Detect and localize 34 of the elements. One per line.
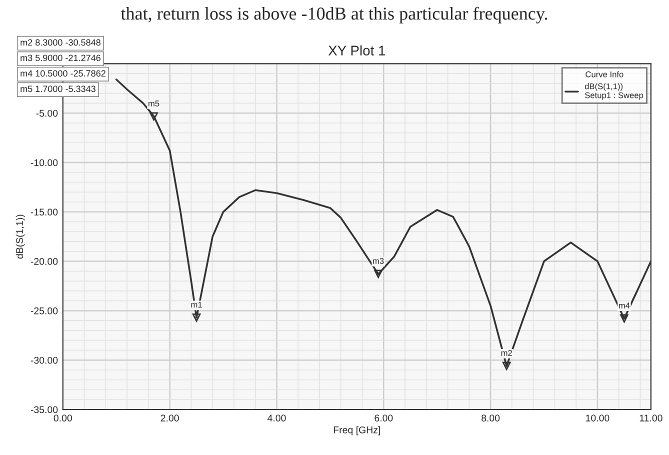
text: that, return loss is above -10dB at this particular frequency. xyxy=(120,6,548,24)
y-tick-label: -5.00 xyxy=(36,110,58,117)
legend-title: Curve Info xyxy=(586,71,624,78)
legend-label: dB(S(1,1)) Setup1 : Sweep xyxy=(584,83,644,100)
text: m2 8.3000 -30.5848 xyxy=(20,39,100,46)
point xyxy=(374,270,382,278)
y-tick-label: -20.00 xyxy=(30,258,58,265)
point xyxy=(502,362,511,370)
x-tick-label: 4.00 xyxy=(267,414,286,422)
annotation: m2 xyxy=(501,350,512,356)
y-tick-label: -25.00 xyxy=(30,307,58,314)
annotation: m3 xyxy=(373,258,384,264)
y-tick-label: -30.00 xyxy=(30,356,58,364)
x-tick-label: 6.00 xyxy=(374,414,393,422)
y-tick-label: -35.00 xyxy=(30,406,58,414)
x-tick-label: 11.00 xyxy=(640,414,662,422)
annotation: m5 1.7000 -5.3343 xyxy=(20,86,96,92)
annotation: m4 xyxy=(618,302,630,308)
x-tick-label: 8.00 xyxy=(482,414,500,422)
x-tick-label: 2.00 xyxy=(160,414,179,422)
point xyxy=(620,314,628,323)
text: m3 5.9000 -21.2746 xyxy=(20,54,100,62)
annotation: m4 10.5000 -25.7862 xyxy=(20,70,106,77)
y-tick-label: -10.00 xyxy=(30,159,58,166)
point xyxy=(192,313,201,322)
annotation: m1 xyxy=(191,302,202,308)
chart-title: XY Plot 1 xyxy=(328,45,386,56)
x-tick-label: 0.00 xyxy=(54,414,72,422)
x-axis-title: Freq [GHz] xyxy=(334,426,380,436)
point xyxy=(150,112,158,121)
y-tick-label: -15.00 xyxy=(30,208,58,216)
y-axis-title: dB(S(1,1)) xyxy=(16,214,25,259)
x-tick-label: 10.00 xyxy=(586,414,610,422)
annotation: m5 xyxy=(148,100,160,106)
